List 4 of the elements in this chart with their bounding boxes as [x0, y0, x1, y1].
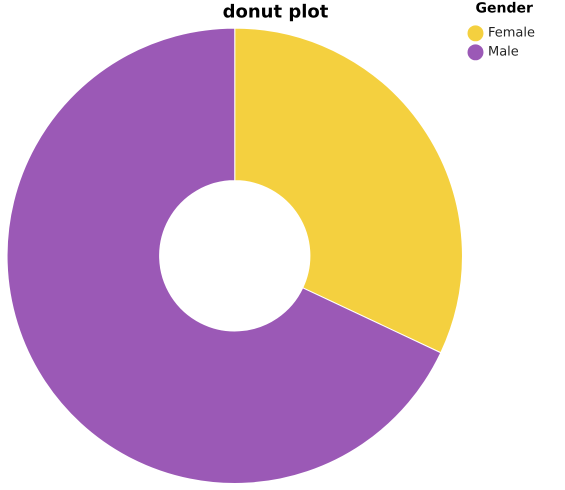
legend-label: Female	[488, 26, 536, 41]
legend-label: Male	[488, 44, 519, 60]
chart-title: donut plot	[222, 1, 329, 22]
legend-title: Gender	[476, 0, 534, 17]
